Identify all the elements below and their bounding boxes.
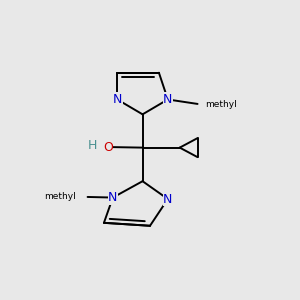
Text: N: N [108, 191, 118, 204]
Text: N: N [163, 193, 172, 206]
Text: N: N [112, 93, 122, 106]
Text: H: H [87, 139, 97, 152]
Text: N: N [163, 93, 172, 106]
Text: methyl: methyl [205, 100, 237, 109]
Text: O: O [103, 140, 113, 154]
Text: methyl: methyl [44, 193, 76, 202]
